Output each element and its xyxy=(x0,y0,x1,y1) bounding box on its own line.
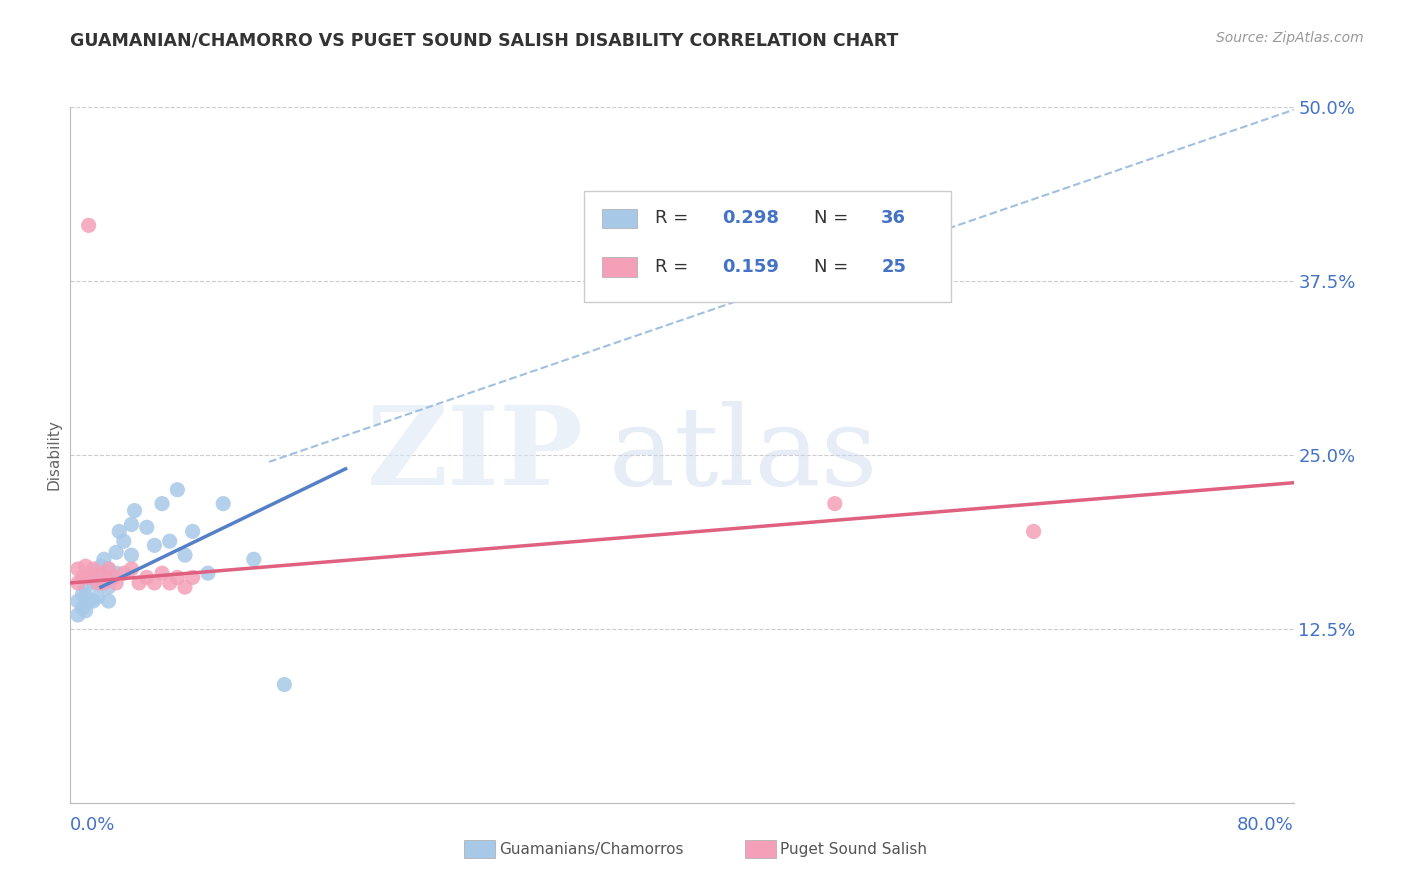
Point xyxy=(97,594,120,608)
Text: N =: N = xyxy=(814,210,853,227)
Point xyxy=(181,524,204,539)
Point xyxy=(181,570,204,584)
Point xyxy=(87,576,110,591)
Text: N =: N = xyxy=(814,258,853,276)
Text: 80.0%: 80.0% xyxy=(1237,816,1294,834)
Text: atlas: atlas xyxy=(609,401,879,508)
Point xyxy=(66,594,89,608)
Point xyxy=(82,594,104,608)
Point xyxy=(101,570,124,584)
Text: 25: 25 xyxy=(882,258,907,276)
Point xyxy=(159,576,181,591)
Point xyxy=(82,562,104,576)
FancyBboxPatch shape xyxy=(583,191,950,301)
Point xyxy=(166,483,188,497)
Text: R =: R = xyxy=(655,258,695,276)
Point xyxy=(105,566,128,581)
Point xyxy=(174,548,197,562)
Point xyxy=(75,580,97,594)
Point xyxy=(105,545,128,559)
Point xyxy=(97,562,120,576)
Point xyxy=(143,538,166,552)
Point xyxy=(97,562,120,576)
Point xyxy=(93,576,115,591)
Point xyxy=(197,566,219,581)
Point xyxy=(166,570,188,584)
Point xyxy=(90,576,112,591)
Point xyxy=(72,587,94,601)
Point xyxy=(97,580,120,594)
Text: ZIP: ZIP xyxy=(367,401,583,508)
Point xyxy=(273,677,295,691)
Point xyxy=(112,566,135,581)
Text: Source: ZipAtlas.com: Source: ZipAtlas.com xyxy=(1216,31,1364,45)
Point xyxy=(121,548,143,562)
Point xyxy=(77,594,100,608)
Text: 36: 36 xyxy=(882,210,907,227)
Text: GUAMANIAN/CHAMORRO VS PUGET SOUND SALISH DISABILITY CORRELATION CHART: GUAMANIAN/CHAMORRO VS PUGET SOUND SALISH… xyxy=(70,31,898,49)
Point xyxy=(90,559,112,574)
FancyBboxPatch shape xyxy=(602,209,637,228)
Text: 0.0%: 0.0% xyxy=(70,816,115,834)
Point xyxy=(82,576,104,591)
Point xyxy=(75,559,97,574)
Point xyxy=(159,534,181,549)
Text: 0.298: 0.298 xyxy=(723,210,779,227)
Point xyxy=(143,576,166,591)
Point xyxy=(75,590,97,604)
Point xyxy=(66,562,89,576)
Point xyxy=(824,497,846,511)
Point xyxy=(150,497,173,511)
Point xyxy=(108,524,131,539)
Point xyxy=(243,552,266,566)
Point xyxy=(72,570,94,584)
Point xyxy=(112,534,135,549)
Point xyxy=(124,503,146,517)
Point xyxy=(121,517,143,532)
Text: Puget Sound Salish: Puget Sound Salish xyxy=(780,842,928,856)
Point xyxy=(66,576,89,591)
FancyBboxPatch shape xyxy=(602,257,637,277)
Point xyxy=(87,566,110,581)
Point xyxy=(77,570,100,584)
Point xyxy=(105,576,128,591)
Text: 0.159: 0.159 xyxy=(723,258,779,276)
Y-axis label: Disability: Disability xyxy=(46,419,62,491)
Point xyxy=(212,497,235,511)
Point xyxy=(174,580,197,594)
Point xyxy=(150,566,173,581)
Point xyxy=(66,607,89,622)
Point xyxy=(87,590,110,604)
Point xyxy=(128,576,150,591)
Text: Guamanians/Chamorros: Guamanians/Chamorros xyxy=(499,842,683,856)
Point xyxy=(75,604,97,618)
Text: R =: R = xyxy=(655,210,695,227)
Point xyxy=(90,566,112,581)
Point xyxy=(121,562,143,576)
Point xyxy=(93,552,115,566)
Point xyxy=(1022,524,1045,539)
Point xyxy=(135,570,157,584)
Point xyxy=(135,520,157,534)
Point xyxy=(77,219,100,233)
Point xyxy=(72,601,94,615)
